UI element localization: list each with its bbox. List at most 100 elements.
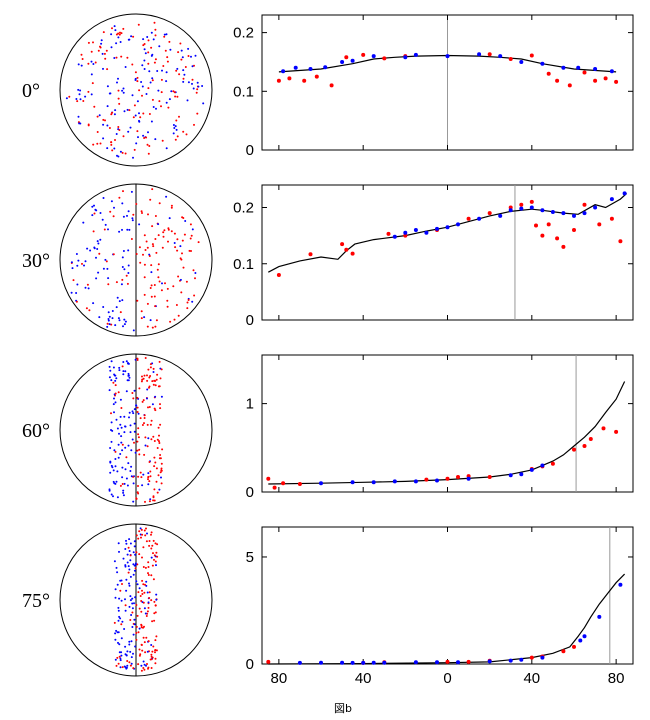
stereonet-dot [140,380,143,383]
stereonet-dot [172,285,175,288]
stereonet-dot [125,390,128,393]
stereonet-dot [163,33,166,36]
blue-data-point [529,205,534,210]
stereonet-dot [149,198,152,201]
blue-data-point [622,191,627,196]
stereonet-dot [135,253,138,255]
stereonet-dot [111,429,114,432]
stereonet-dot [114,450,117,453]
stereonet-dot [151,243,154,246]
stereonet-dot [122,135,125,138]
stereonet-dot [191,228,194,231]
stereonet-dot [121,583,123,585]
red-data-point [572,228,576,232]
stereonet-dot [121,449,124,452]
stereonet-dot [144,583,146,586]
stereonet-dot [108,127,111,129]
stereonet-dot [153,440,156,442]
stereonet-dot [95,256,97,259]
stereonet-dot [148,145,151,147]
stereonet-dot [77,259,80,262]
stereonet-dot [141,589,143,592]
stereonet-dot [158,45,161,48]
stereonet-dot [151,620,154,623]
y-tick-label: 0.2 [233,200,254,217]
stereonet-dot [92,63,95,65]
stereonet-dot [177,51,180,54]
stereonet-dot [142,626,144,629]
stereonet-dot [127,362,130,365]
stereonet-dot [119,150,122,153]
stereonet-dot [116,427,119,430]
stereonet-dot [116,571,119,574]
stereonet-dot [138,112,140,115]
panel-1: 0 0.1 0.2 30° [22,184,634,329]
stereonet-dot [144,534,147,537]
stereonet-dot [107,319,110,322]
stereonet-dot [128,661,131,664]
stereonet-dot [123,318,126,321]
stereonet-dot [150,574,153,577]
stereonet-dot [187,55,190,57]
red-data-point [403,233,408,238]
stereonet-dot [142,399,145,402]
stereonet-dot [147,666,150,669]
stereonet-dot [191,78,194,81]
red-data-point [445,659,450,664]
stereonet-dot [115,377,118,380]
blue-data-point [371,480,376,485]
stereonet-dot [161,69,163,72]
stereonet-dot [142,134,145,137]
stereonet-dot [91,214,94,217]
stereonet-dot [106,322,109,325]
stereonet-dot [113,113,116,116]
stereonet-dot [119,453,122,455]
stereonet-dot [110,493,113,496]
stereonet-dot [117,36,120,39]
stereonet-dot [131,438,134,441]
stereonet-dot [75,253,78,255]
stereonet-dot [128,550,131,552]
blue-data-point [350,480,355,485]
stereonet-dot [93,246,96,249]
stereonet-dot [147,51,150,54]
stereonet-dot [146,246,149,249]
stereonet-3 [59,523,213,677]
stereonet-dot [141,484,144,487]
blue-data-point [340,60,345,64]
stereonet-dot [130,662,133,665]
stereonet-dot [106,147,109,150]
stereonet-dot [122,361,125,363]
stereonet-dot [122,489,125,492]
stereonet-dot [146,302,149,305]
stereonet-dot [158,385,161,388]
red-data-point [508,57,513,61]
red-data-point [276,78,281,83]
blue-data-point [403,55,408,60]
stereonet-dot [154,58,157,61]
stereonet-dot [92,143,95,146]
stereonet-dot [129,599,132,602]
stereonet-dot [126,214,128,217]
stereonet-dot [146,388,149,391]
stereonet-dot [141,212,143,214]
stereonet-dot [104,119,106,122]
stereonet-dot [120,579,123,582]
stereonet-dot [125,542,128,545]
stereonet-dot [174,138,177,141]
stereonet-dot [159,403,161,406]
stereonet-dot [150,556,153,559]
stereonet-dot [119,415,122,418]
stereonet-dot [191,82,193,85]
stereonet-dot [140,644,143,646]
stereonet-dot [133,430,136,433]
stereonet-dot [134,645,137,648]
stereonet-dot [141,533,144,536]
stereonet-dot [114,632,117,635]
stereonet-dot [194,54,197,57]
stereonet-dot [139,261,142,264]
blue-data-point [413,479,418,484]
stereonet-dot [124,320,127,323]
stereonet-dot [107,277,110,280]
stereonet-dot [136,440,139,443]
